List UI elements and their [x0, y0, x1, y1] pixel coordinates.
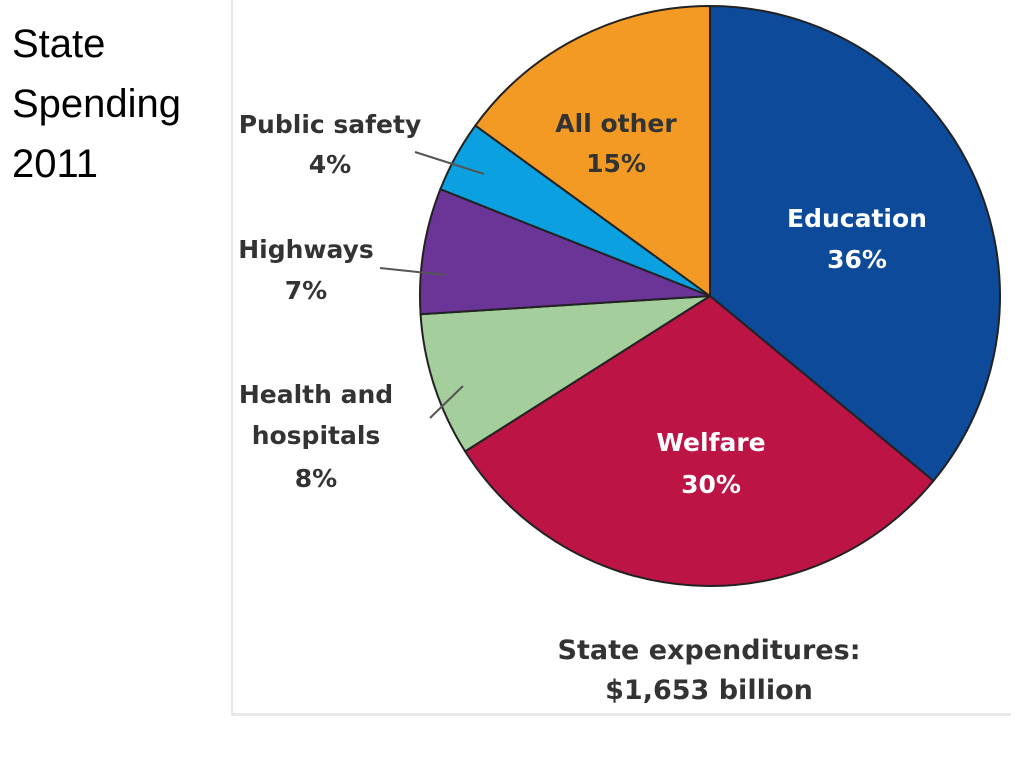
- leader-line-health: [429, 385, 464, 419]
- slice-value-highways: 7%: [285, 276, 327, 305]
- slice-label-health-line-1: Health and: [239, 380, 393, 409]
- slide-title: State Spending 2011: [12, 14, 227, 194]
- slice-value-health: 8%: [295, 464, 337, 493]
- slice-label-all-other: All other: [555, 109, 677, 138]
- slide-title-line-1: State: [12, 22, 106, 66]
- leader-line-public-safety: [414, 151, 485, 175]
- leader-line-highways: [379, 267, 447, 276]
- pie-slice-all-other: [473, 4, 711, 298]
- slice-value-welfare: 30%: [681, 470, 741, 499]
- slice-label-health-line-2: hospitals: [252, 421, 381, 450]
- slice-value-public-safety: 4%: [309, 150, 351, 179]
- chart-caption-line-2: $1,653 billion: [605, 675, 813, 706]
- slide-title-line-3: 2011: [12, 142, 99, 186]
- slide-title-line-2: Spending: [12, 82, 182, 126]
- slice-label-education: Education: [787, 204, 927, 233]
- slice-label-highways: Highways: [238, 235, 374, 264]
- pie-slice-highways: [419, 187, 711, 316]
- slice-label-welfare: Welfare: [656, 428, 765, 457]
- pie-slice-welfare: [463, 294, 935, 587]
- pie-slices: [419, 4, 1001, 587]
- slice-value-all-other: 15%: [586, 149, 646, 178]
- chart-caption-line-1: State expenditures:: [558, 635, 861, 666]
- pie-slice-education: [709, 4, 1001, 483]
- slice-label-public-safety: Public safety: [239, 110, 422, 139]
- pie-slice-health-and-hospitals: [419, 295, 711, 453]
- slice-value-education: 36%: [827, 245, 887, 274]
